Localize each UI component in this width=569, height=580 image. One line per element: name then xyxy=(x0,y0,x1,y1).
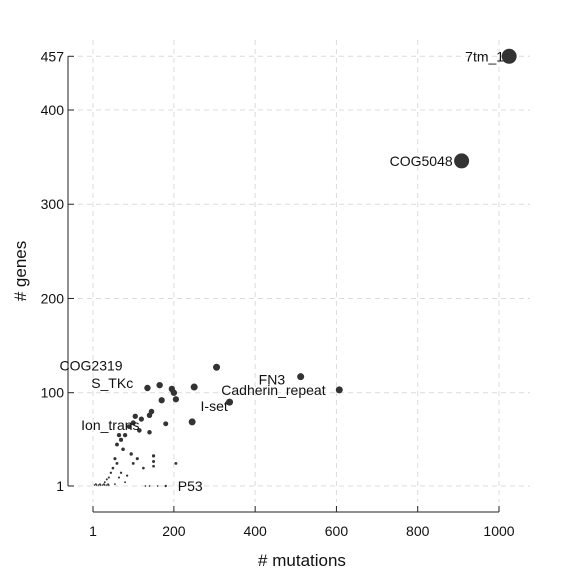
data-point xyxy=(147,430,152,435)
data-point xyxy=(151,454,156,458)
data-point xyxy=(105,484,108,486)
y-axis-label: # genes xyxy=(11,241,30,302)
data-point xyxy=(135,457,139,461)
data-point xyxy=(101,484,104,486)
data-point xyxy=(114,483,116,485)
labeled-data-point xyxy=(454,153,470,169)
data-point xyxy=(97,484,100,486)
data-point xyxy=(99,483,101,485)
labels-layer: 7tm_1 COG5048 COG2319 FN3 S_TKc Cadherin_repe… xyxy=(60,48,505,494)
data-point xyxy=(107,476,110,479)
data-point xyxy=(105,478,108,481)
data-point xyxy=(138,416,144,422)
point-label: S_TKc xyxy=(91,375,133,391)
data-point xyxy=(168,385,176,393)
y-tick-label: 400 xyxy=(41,102,65,118)
data-point xyxy=(158,397,165,404)
data-point xyxy=(174,461,178,465)
data-point xyxy=(137,428,142,433)
y-tick-label: 457 xyxy=(41,48,65,64)
y-tick-label: 1 xyxy=(56,478,64,494)
axis-layer: 1 200 400 600 800 1000 1 100 200 300 400 457 xyxy=(41,48,515,539)
data-point xyxy=(93,484,96,486)
labeled-data-point xyxy=(190,383,198,391)
data-point xyxy=(156,485,159,487)
y-tick-label: 300 xyxy=(41,196,65,212)
data-point xyxy=(152,460,156,463)
data-point xyxy=(103,483,105,485)
labeled-data-point xyxy=(188,418,196,426)
point-label: Ion_trans xyxy=(81,417,139,433)
x-tick-label: 600 xyxy=(325,523,349,539)
data-point xyxy=(117,476,121,479)
point-label: COG2319 xyxy=(60,357,123,373)
data-point xyxy=(146,412,153,419)
data-point xyxy=(152,464,155,468)
x-axis-label: # mutations xyxy=(258,551,346,570)
x-tick-label: 1 xyxy=(89,523,97,539)
point-label: FN3 xyxy=(259,372,286,388)
y-tick-label: 200 xyxy=(41,290,65,306)
data-point xyxy=(119,471,123,474)
labeled-data-point xyxy=(213,363,221,371)
data-point xyxy=(144,384,151,392)
data-point xyxy=(126,474,129,477)
data-point xyxy=(115,461,119,465)
data-point xyxy=(148,485,151,487)
data-point xyxy=(142,466,145,470)
data-point xyxy=(113,457,117,461)
point-label: P53 xyxy=(178,478,203,494)
data-point xyxy=(156,381,163,389)
data-point xyxy=(129,452,133,456)
data-point xyxy=(118,437,124,442)
data-point xyxy=(163,421,169,427)
data-point xyxy=(124,481,127,484)
x-tick-label: 200 xyxy=(162,523,186,539)
data-point xyxy=(126,424,132,430)
data-point xyxy=(103,481,106,484)
data-point xyxy=(94,483,97,485)
data-point xyxy=(130,420,136,426)
points-layer xyxy=(93,48,517,488)
x-tick-label: 800 xyxy=(406,523,430,539)
labeled-data-point xyxy=(226,398,234,406)
y-tick-label: 100 xyxy=(41,385,65,401)
labeled-data-point xyxy=(501,48,517,64)
data-point xyxy=(107,483,109,485)
data-point xyxy=(144,485,147,487)
data-point xyxy=(172,396,180,403)
data-point xyxy=(115,442,119,447)
grid-layer xyxy=(78,40,530,502)
x-tick-label: 400 xyxy=(243,523,267,539)
point-label: I-set xyxy=(201,398,228,414)
labeled-data-point xyxy=(164,484,167,488)
point-label: 7tm_1 xyxy=(465,48,504,64)
labeled-data-point xyxy=(297,373,305,381)
point-label: COG5048 xyxy=(390,153,453,169)
data-point xyxy=(132,413,138,419)
point-label: Cadherin_repeat xyxy=(221,382,325,398)
data-point xyxy=(121,447,125,452)
data-point xyxy=(109,471,113,474)
data-point xyxy=(111,466,115,470)
labeled-data-point xyxy=(335,386,343,394)
x-tick-label: 1000 xyxy=(483,523,514,539)
data-point xyxy=(131,461,135,465)
data-point xyxy=(116,432,122,438)
data-point xyxy=(122,432,128,438)
